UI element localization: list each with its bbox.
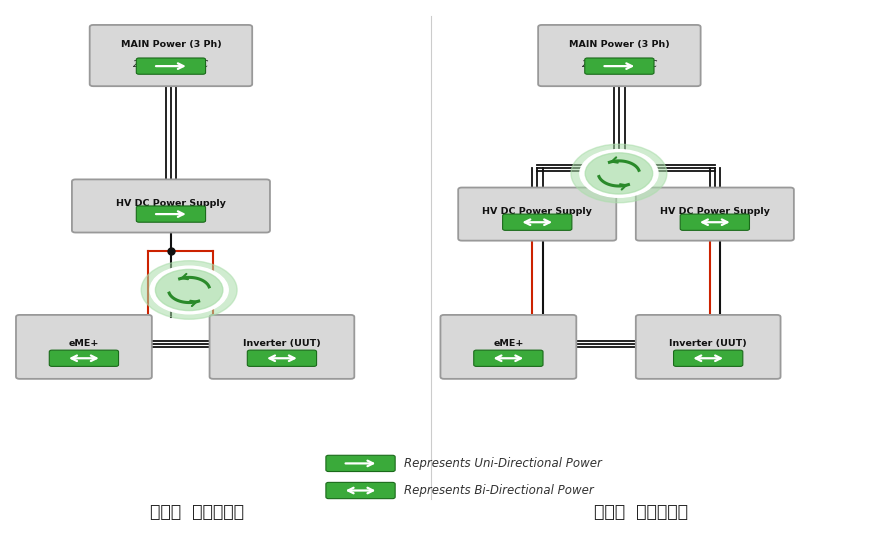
FancyBboxPatch shape <box>72 179 270 233</box>
Text: 方案二  双电源模式: 方案二 双电源模式 <box>594 503 688 521</box>
Circle shape <box>141 261 237 319</box>
Text: eME+: eME+ <box>68 339 99 349</box>
Circle shape <box>150 266 228 314</box>
Text: 方案一  单电源模式: 方案一 单电源模式 <box>150 503 244 521</box>
Text: Inverter (UUT): Inverter (UUT) <box>243 339 321 349</box>
Circle shape <box>571 144 667 203</box>
FancyBboxPatch shape <box>503 214 572 230</box>
FancyBboxPatch shape <box>326 482 395 499</box>
Text: HV DC Power Supply: HV DC Power Supply <box>116 199 226 208</box>
Circle shape <box>585 153 653 194</box>
FancyBboxPatch shape <box>50 350 119 366</box>
Text: HV DC Power Supply: HV DC Power Supply <box>660 207 770 216</box>
Text: eME+: eME+ <box>493 339 524 349</box>
Circle shape <box>155 269 223 311</box>
FancyBboxPatch shape <box>474 350 543 366</box>
Circle shape <box>580 150 658 197</box>
Text: 208/380/480 VAC: 208/380/480 VAC <box>582 59 657 68</box>
Text: Inverter (UUT): Inverter (UUT) <box>670 339 747 349</box>
FancyBboxPatch shape <box>16 315 152 379</box>
FancyBboxPatch shape <box>458 188 616 241</box>
FancyBboxPatch shape <box>673 350 742 366</box>
Text: MAIN Power (3 Ph): MAIN Power (3 Ph) <box>569 40 670 49</box>
FancyBboxPatch shape <box>636 315 781 379</box>
FancyBboxPatch shape <box>90 25 252 86</box>
FancyBboxPatch shape <box>137 206 205 222</box>
FancyBboxPatch shape <box>440 315 576 379</box>
Text: HV DC Power Supply: HV DC Power Supply <box>482 207 592 216</box>
FancyBboxPatch shape <box>680 214 749 230</box>
FancyBboxPatch shape <box>210 315 354 379</box>
FancyBboxPatch shape <box>326 455 395 472</box>
Text: Represents Bi-Directional Power: Represents Bi-Directional Power <box>404 484 594 497</box>
Text: Represents Uni-Directional Power: Represents Uni-Directional Power <box>404 457 602 470</box>
Text: 208/380/480 VAC: 208/380/480 VAC <box>133 59 209 68</box>
FancyBboxPatch shape <box>584 58 654 74</box>
FancyBboxPatch shape <box>247 350 316 366</box>
FancyBboxPatch shape <box>137 58 205 74</box>
FancyBboxPatch shape <box>538 25 701 86</box>
FancyBboxPatch shape <box>636 188 794 241</box>
Text: MAIN Power (3 Ph): MAIN Power (3 Ph) <box>121 40 221 49</box>
